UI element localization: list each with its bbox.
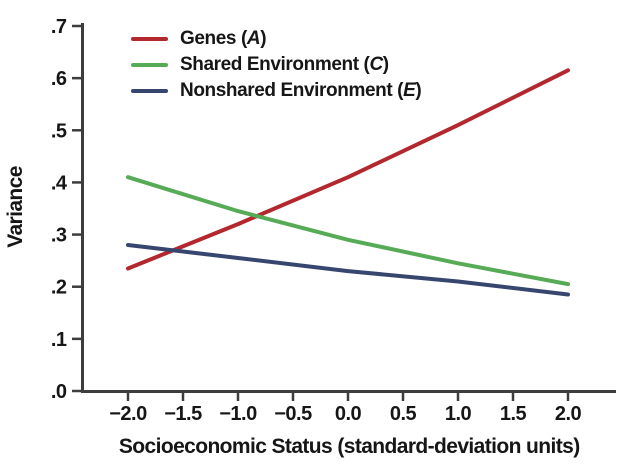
legend-label-symbol: C <box>369 53 383 75</box>
x-tick-label: −1.0 <box>219 403 257 425</box>
x-tick-label: −2.0 <box>109 403 147 425</box>
x-tick-label: 2.0 <box>555 403 582 425</box>
x-tick-label: 1.5 <box>500 403 527 425</box>
legend-label-text: Shared Environment ( <box>180 53 370 75</box>
x-tick-label: 0.0 <box>335 403 362 425</box>
y-tick-label: .6 <box>51 68 67 90</box>
legend-item-c: Shared Environment (C) <box>131 53 421 76</box>
y-tick-label: .2 <box>51 277 67 299</box>
x-tick-label: −0.5 <box>274 403 312 425</box>
legend-label-symbol: A <box>246 27 261 49</box>
legend-label-text: ) <box>382 53 389 75</box>
series-line-c <box>126 175 570 287</box>
legend-label-symbol: E <box>403 79 416 101</box>
legend-label-text: Genes ( <box>180 27 247 49</box>
series-line-a <box>126 68 570 271</box>
y-tick-label: .4 <box>51 172 68 194</box>
legend-label-text: ) <box>260 27 267 49</box>
legend-label-c: Shared Environment (C) <box>180 54 389 76</box>
y-tick-label: .1 <box>51 329 67 351</box>
legend-label-text: ) <box>415 79 422 101</box>
y-tick-label: .3 <box>51 225 67 247</box>
legend-swatch-a <box>131 36 168 41</box>
x-tick-label: 0.5 <box>390 403 417 425</box>
y-tick-label: .7 <box>51 16 67 38</box>
y-tick-label: .5 <box>51 120 67 142</box>
series-line-e <box>126 243 570 297</box>
legend-swatch-c <box>131 62 168 67</box>
legend-label-e: Nonshared Environment (E) <box>180 79 422 102</box>
y-axis-title: Variance <box>4 166 27 248</box>
y-tick-label: .0 <box>51 381 67 403</box>
legend: Genes (A) Shared Environment (C) Nonshared… <box>131 27 422 102</box>
x-tick-label: −1.5 <box>164 403 202 425</box>
legend-item-a: Genes (A) <box>131 27 421 50</box>
legend-label-a: Genes (A) <box>180 27 267 50</box>
legend-swatch-e <box>131 88 168 93</box>
x-tick-label: 1.0 <box>445 403 472 425</box>
x-axis-title: Socioeconomic Status (standard-deviation… <box>119 435 580 458</box>
legend-label-text: Nonshared Environment ( <box>180 79 404 101</box>
legend-item-e: Nonshared Environment (E) <box>131 79 422 102</box>
